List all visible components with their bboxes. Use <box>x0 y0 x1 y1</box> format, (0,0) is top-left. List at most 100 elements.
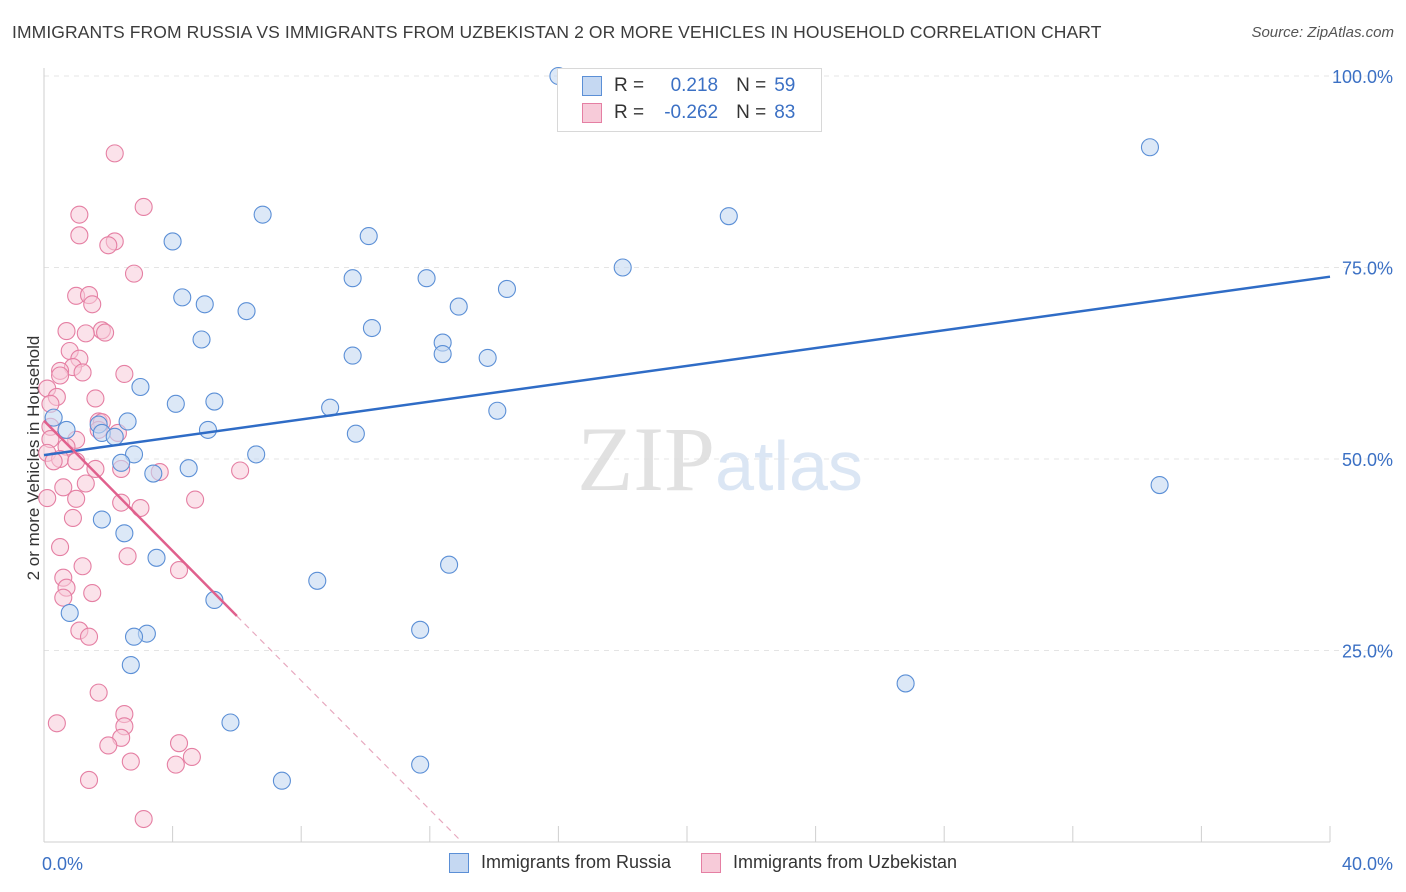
russia-point <box>179 459 198 478</box>
uzbekistan-point <box>67 452 86 471</box>
russia-point <box>124 627 144 646</box>
watermark-atlas: atlas <box>715 427 863 505</box>
r-value-uzbekistan: -0.262 <box>664 102 719 123</box>
uzbekistan-point <box>169 734 189 753</box>
russia-point <box>411 755 430 774</box>
uzbekistan-point <box>121 752 140 771</box>
uzbekistan-trend-extension <box>236 615 463 843</box>
russia-point <box>343 269 362 288</box>
uzbekistan-point <box>67 489 86 508</box>
uzbekistan-point <box>38 489 57 508</box>
y-tick-label: 50.0% <box>1342 450 1393 470</box>
legend-item-uzbekistan: Immigrants from Uzbekistan <box>700 852 958 873</box>
uzbekistan-point <box>166 755 185 774</box>
russia-point <box>237 302 256 321</box>
russia-point <box>195 295 214 314</box>
uzbekistan-point <box>86 389 105 408</box>
russia-point <box>253 205 272 224</box>
n-label: N = <box>736 75 767 96</box>
russia-point <box>121 656 140 675</box>
legend-row-russia: R = 0.218 N = 59 <box>582 73 795 99</box>
russia-trend-line <box>43 275 1331 457</box>
russia-point <box>60 603 79 623</box>
russia-point <box>343 346 362 365</box>
uzbekistan-point <box>47 714 66 733</box>
uzbekistan-point <box>86 459 105 479</box>
uzbekistan-swatch <box>582 103 602 123</box>
uzbekistan-point <box>134 809 153 829</box>
uzbekistan-point <box>134 197 153 217</box>
source-label: Source: ZipAtlas.com <box>1251 24 1394 41</box>
trend-lines <box>43 275 1331 843</box>
legend-row-uzbekistan: R = -0.262 N = 83 <box>582 100 795 126</box>
legend-label-uzbekistan: Immigrants from Uzbekistan <box>732 852 958 872</box>
legend-item-russia: Immigrants from Russia <box>448 852 671 873</box>
russia-point <box>896 674 915 693</box>
uzbekistan-point <box>54 478 73 497</box>
russia-point <box>247 445 266 464</box>
uzbekistan-point <box>73 557 92 576</box>
uzbekistan-point <box>83 295 102 314</box>
uzbekistan-point <box>76 324 95 343</box>
russia-point <box>272 771 291 790</box>
russia-point <box>613 258 632 277</box>
russia-point <box>192 330 211 349</box>
russia-point <box>198 420 218 439</box>
uzbekistan-point <box>231 461 250 480</box>
uzbekistan-point <box>73 363 92 382</box>
uzbekistan-point <box>54 588 73 607</box>
uzbekistan-point <box>76 474 95 493</box>
y-tick-label: 25.0% <box>1342 642 1393 662</box>
russia-swatch <box>582 76 602 96</box>
uzbekistan-point <box>79 770 99 790</box>
russia-point <box>105 427 124 446</box>
uzbekistan-point <box>105 144 124 163</box>
uzbekistan-point <box>70 226 89 245</box>
russia-point <box>478 348 497 367</box>
russia-point <box>147 548 166 567</box>
r-label: R = <box>614 102 645 123</box>
russia-point <box>92 510 111 529</box>
russia-point <box>449 297 468 316</box>
uzbekistan-legend-swatch <box>700 852 721 873</box>
uzbekistan-point <box>99 736 118 755</box>
russia-point <box>57 420 76 439</box>
russia-point <box>205 392 224 411</box>
russia-point <box>221 713 240 732</box>
chart-title: IMMIGRANTS FROM RUSSIA VS IMMIGRANTS FRO… <box>12 22 1102 42</box>
uzbekistan-point <box>70 205 89 224</box>
russia-point <box>308 571 327 590</box>
legend-label-russia: Immigrants from Russia <box>480 852 671 872</box>
uzbekistan-point <box>51 366 70 385</box>
uzbekistan-point <box>124 264 144 283</box>
russia-point <box>124 445 144 464</box>
correlation-legend: R = 0.218 N = 59 R = -0.262 N = 83 <box>557 68 822 132</box>
russia-point <box>440 555 459 574</box>
russia-point <box>497 279 517 298</box>
russia-point <box>719 207 738 226</box>
russia-point <box>488 401 507 420</box>
uzbekistan-point <box>96 323 115 342</box>
russia-point <box>205 590 224 609</box>
russia-point <box>144 464 163 483</box>
uzbekistan-point <box>51 538 70 557</box>
uzbekistan-point <box>186 490 205 509</box>
uzbekistan-point <box>79 627 99 646</box>
russia-point <box>362 318 381 338</box>
x-tick-label-max: 40.0% <box>1342 854 1393 874</box>
x-tick-label-min: 0.0% <box>42 854 83 874</box>
r-value-russia: 0.218 <box>670 75 719 96</box>
russia-point <box>359 227 378 246</box>
n-label: N = <box>736 102 767 123</box>
russia-point <box>44 408 63 427</box>
n-value-uzbekistan: 83 <box>774 102 796 123</box>
uzbekistan-point <box>169 561 189 580</box>
russia-point <box>163 232 182 251</box>
uzbekistan-point <box>99 236 118 255</box>
uzbekistan-points <box>38 144 250 829</box>
uzbekistan-point <box>63 508 82 528</box>
uzbekistan-point <box>112 493 131 512</box>
russia-point <box>166 394 185 413</box>
uzbekistan-point <box>57 322 76 341</box>
